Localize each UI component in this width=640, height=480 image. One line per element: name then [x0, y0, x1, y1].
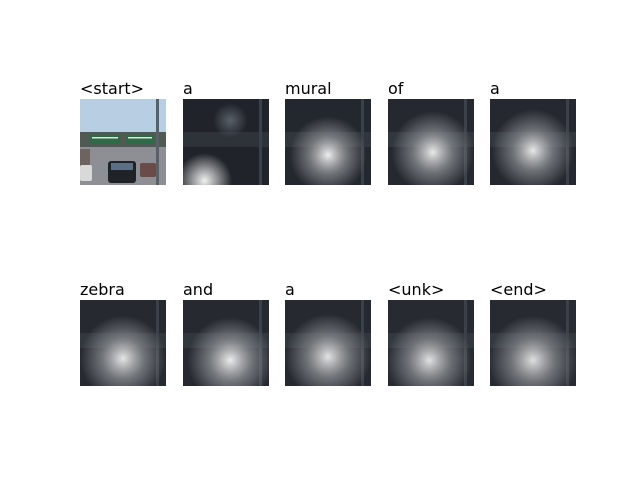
attention-map: [285, 300, 371, 386]
attention-map: [80, 300, 166, 386]
word-label: of: [388, 79, 410, 99]
word-label: <end>: [490, 280, 553, 300]
panel-start: <start>: [80, 79, 166, 185]
panel-zebra: zebra: [80, 280, 166, 386]
attention-map: [388, 99, 474, 185]
word-label: and: [183, 280, 220, 300]
panel-end: <end>: [490, 280, 576, 386]
attention-map: [183, 300, 269, 386]
attention-map: [490, 300, 576, 386]
word-label: mural: [285, 79, 338, 99]
word-label: <unk>: [388, 280, 451, 300]
panel-and: and: [183, 280, 269, 386]
attention-map: [183, 99, 269, 185]
word-label: a: [490, 79, 506, 99]
word-label: a: [183, 79, 199, 99]
original-photo: [80, 99, 166, 185]
panel-a-2: a: [490, 79, 576, 185]
word-label: a: [285, 280, 301, 300]
word-label: zebra: [80, 280, 131, 300]
panel-mural: mural: [285, 79, 371, 185]
attention-map: [388, 300, 474, 386]
panel-a-3: a: [285, 280, 371, 386]
attention-map: [490, 99, 576, 185]
panel-a-1: a: [183, 79, 269, 185]
attention-map: [285, 99, 371, 185]
panel-unk: <unk>: [388, 280, 474, 386]
word-label: <start>: [80, 79, 151, 99]
panel-of: of: [388, 79, 474, 185]
